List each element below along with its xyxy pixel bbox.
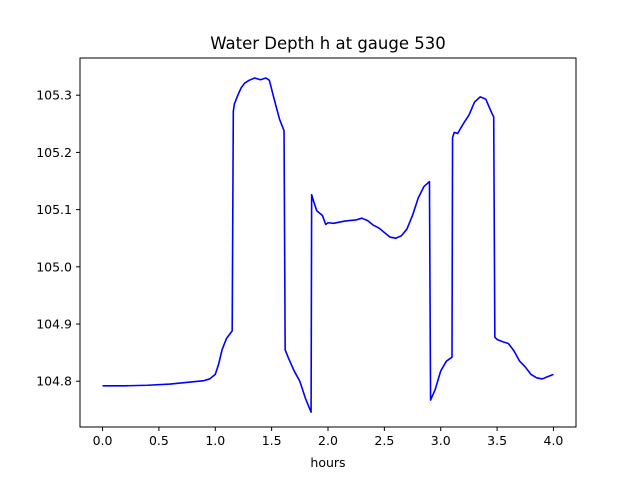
y-tick-label: 105.0 xyxy=(36,259,72,274)
y-tick-label: 105.2 xyxy=(36,145,72,160)
y-tick-label: 105.3 xyxy=(36,88,72,103)
chart-title: Water Depth h at gauge 530 xyxy=(210,34,445,53)
y-tick-label: 104.9 xyxy=(36,317,72,332)
series-line xyxy=(102,77,554,413)
x-tick-label: 3.5 xyxy=(487,433,507,448)
x-axis: 0.0 0.5 1.0 1.5 2.0 2.5 3.0 3.5 4.0 xyxy=(93,427,564,448)
x-tick-label: 2.0 xyxy=(318,433,338,448)
x-tick-label: 0.0 xyxy=(93,433,113,448)
plot-area xyxy=(102,77,554,413)
x-tick-label: 1.5 xyxy=(262,433,282,448)
x-tick-label: 4.0 xyxy=(544,433,564,448)
y-axis: 104.8 104.9 105.0 105.1 105.2 105.3 xyxy=(36,88,80,389)
plot-frame xyxy=(79,57,577,428)
y-tick-label: 104.8 xyxy=(36,374,72,389)
x-tick-label: 3.0 xyxy=(431,433,451,448)
x-tick-label: 2.5 xyxy=(374,433,394,448)
x-tick-label: 1.0 xyxy=(205,433,225,448)
y-tick-label: 105.1 xyxy=(36,202,72,217)
x-tick-label: 0.5 xyxy=(149,433,169,448)
x-axis-label: hours xyxy=(310,455,345,470)
